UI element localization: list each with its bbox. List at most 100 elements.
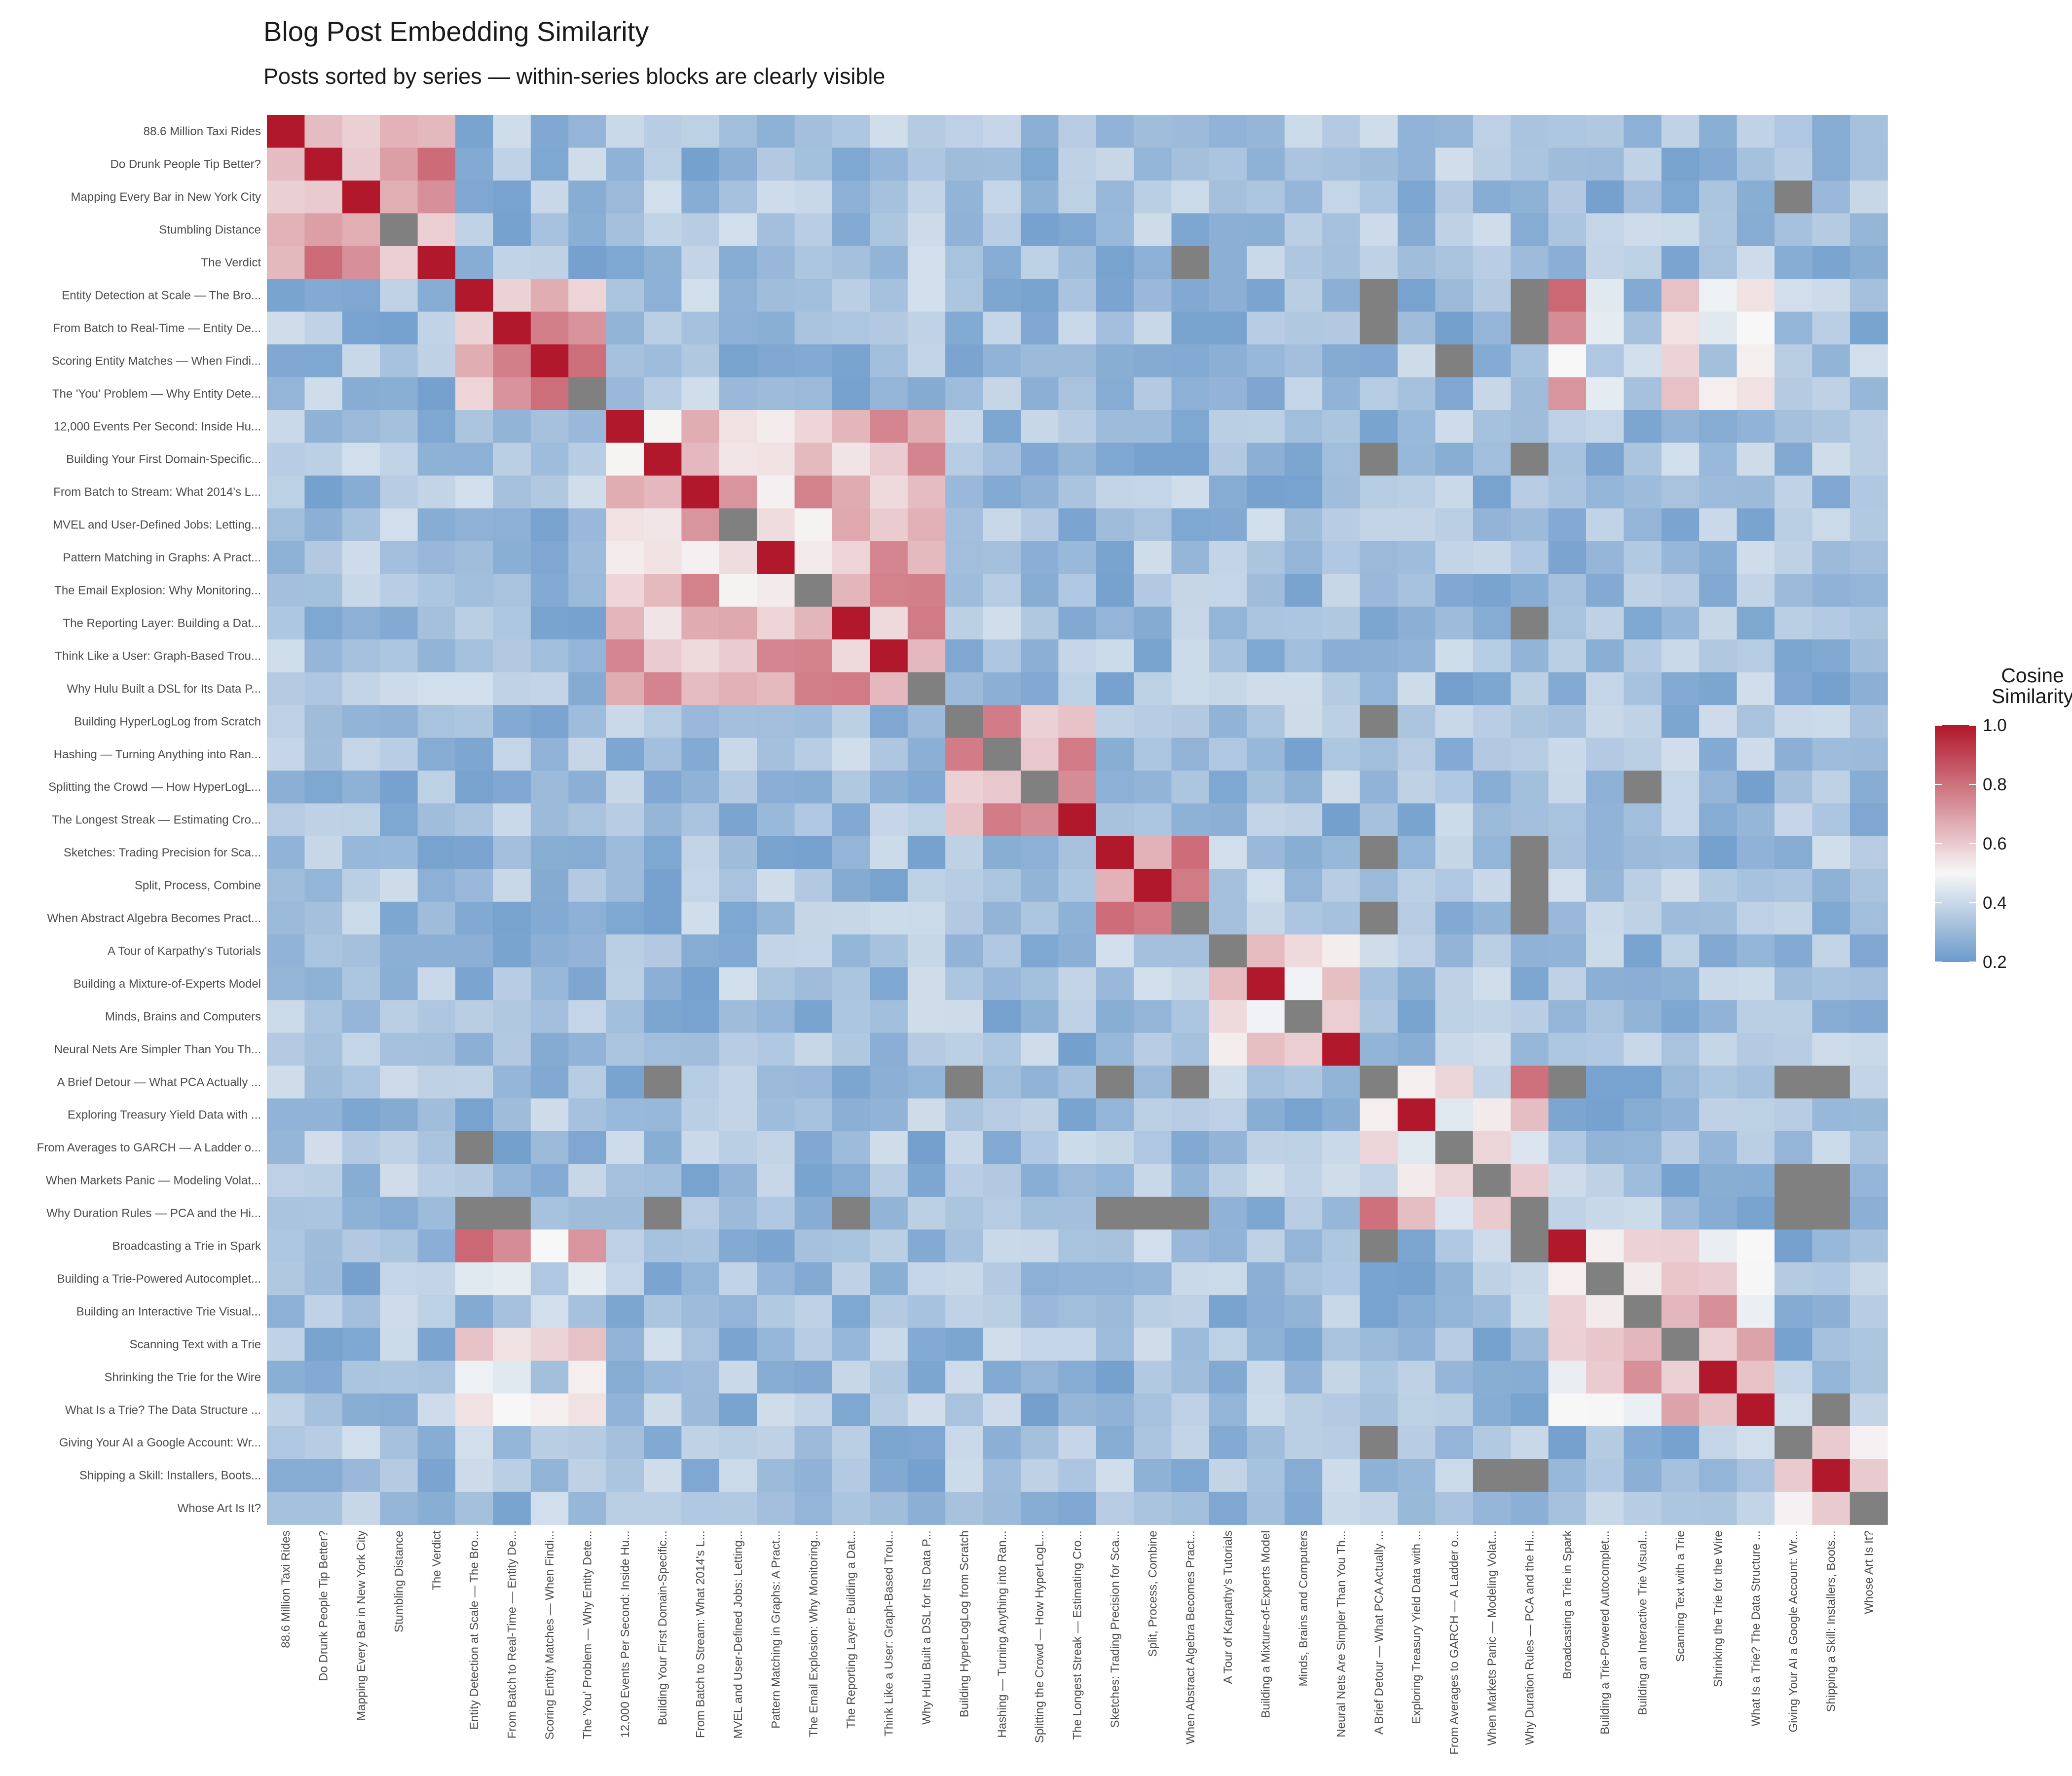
heatmap-cell [1096, 934, 1134, 968]
heatmap-cell [757, 606, 795, 640]
heatmap-cell [1247, 377, 1285, 410]
heatmap-cell [1548, 1426, 1587, 1460]
heatmap-cell [1699, 1066, 1738, 1099]
heatmap-cell [1624, 574, 1662, 607]
heatmap-cell [1850, 1229, 1888, 1263]
heatmap-cell [1548, 771, 1587, 804]
heatmap-cell [1511, 475, 1549, 509]
heatmap-cell [983, 934, 1021, 968]
heatmap-cell [681, 115, 720, 148]
x-tick-label: Think Like a User: Graph-Based Trou... [883, 1530, 896, 1737]
heatmap-cell [1360, 738, 1398, 771]
heatmap-cell [870, 869, 908, 902]
heatmap-cell [304, 738, 343, 771]
heatmap-cell [983, 771, 1021, 804]
heatmap-cell [644, 475, 682, 509]
heatmap-cell [1096, 705, 1134, 739]
heatmap-cell [530, 836, 569, 869]
y-tick-label: Building HyperLogLog from Scratch [74, 715, 261, 728]
heatmap-cell [1058, 934, 1097, 968]
heatmap-cell [870, 1229, 908, 1263]
heatmap-cell [1624, 1131, 1662, 1164]
heatmap-cell [1737, 541, 1775, 574]
heatmap-cell [1812, 574, 1850, 607]
heatmap-cell [380, 148, 418, 181]
heatmap-cell [1850, 1393, 1888, 1427]
heatmap-cell [870, 738, 908, 771]
heatmap-cell [1850, 738, 1888, 771]
heatmap-cell [1548, 148, 1587, 181]
heatmap-cell [1134, 115, 1172, 148]
heatmap-cell [757, 1459, 795, 1492]
heatmap-cell [1699, 934, 1738, 968]
heatmap-cell [267, 541, 305, 574]
heatmap-cell [1209, 1361, 1247, 1394]
heatmap-cell [1021, 639, 1059, 673]
heatmap-cell [1247, 410, 1285, 444]
heatmap-cell [1322, 410, 1361, 444]
heatmap-cell [1812, 1131, 1850, 1164]
heatmap-cell [1322, 1229, 1361, 1263]
heatmap-cell [1058, 705, 1097, 739]
heatmap-cell [342, 1491, 380, 1525]
heatmap-cell [606, 115, 644, 148]
heatmap-cell [1284, 1491, 1323, 1525]
heatmap-cell [417, 213, 456, 247]
heatmap-cell [455, 344, 493, 378]
heatmap-cell [945, 115, 984, 148]
heatmap-cell [832, 869, 870, 902]
heatmap-cell [983, 1229, 1021, 1263]
heatmap-cell [1812, 1229, 1850, 1263]
heatmap-cell [455, 1164, 493, 1197]
heatmap-cell [267, 1000, 305, 1034]
heatmap-cell [983, 1262, 1021, 1295]
heatmap-cell [1171, 1164, 1210, 1197]
heatmap-cell [493, 1295, 531, 1329]
heatmap-cell [493, 967, 531, 1000]
heatmap-cell [1473, 771, 1511, 804]
heatmap-cell [530, 443, 569, 476]
heatmap-cell [606, 1033, 644, 1066]
heatmap-cell [1699, 672, 1738, 705]
heatmap-cell [1511, 1491, 1549, 1525]
heatmap-cell [1775, 1262, 1813, 1295]
legend-tick-label: 0.2 [1983, 953, 2007, 972]
heatmap-cell [870, 541, 908, 574]
heatmap-cell [1473, 508, 1511, 542]
heatmap-cell [493, 246, 531, 279]
heatmap-cell [1624, 771, 1662, 804]
heatmap-cell [267, 738, 305, 771]
heatmap-cell [1850, 672, 1888, 705]
heatmap-cell [1586, 771, 1624, 804]
heatmap-cell [757, 508, 795, 542]
heatmap-cell [1586, 541, 1624, 574]
heatmap-cell [342, 1131, 380, 1164]
heatmap-cell [1511, 869, 1549, 902]
heatmap-cell [1096, 606, 1134, 640]
heatmap-cell [681, 1164, 720, 1197]
heatmap-cell [870, 1262, 908, 1295]
heatmap-cell [1435, 705, 1474, 739]
heatmap-cell [1134, 1229, 1172, 1263]
heatmap-cell [681, 934, 720, 968]
heatmap-cell [945, 967, 984, 1000]
heatmap-cell [1171, 967, 1210, 1000]
heatmap-cell [493, 1066, 531, 1099]
heatmap-cell [493, 475, 531, 509]
heatmap-cell [380, 443, 418, 476]
heatmap-cell [1699, 705, 1738, 739]
heatmap-cell [1284, 508, 1323, 542]
heatmap-cell [1058, 967, 1097, 1000]
heatmap-cell [455, 1491, 493, 1525]
heatmap-cell [1473, 1196, 1511, 1230]
heatmap-cell [870, 1066, 908, 1099]
x-tick-label: Split, Process, Combine [1146, 1530, 1159, 1657]
heatmap-cell [1624, 1491, 1662, 1525]
heatmap-cell [1737, 1000, 1775, 1034]
heatmap-cell [1096, 213, 1134, 247]
y-tick-label: Building a Mixture-of-Experts Model [74, 977, 261, 991]
heatmap-cell [1171, 934, 1210, 968]
heatmap-cell [945, 869, 984, 902]
heatmap-cell [1812, 344, 1850, 378]
heatmap-cell [568, 213, 607, 247]
